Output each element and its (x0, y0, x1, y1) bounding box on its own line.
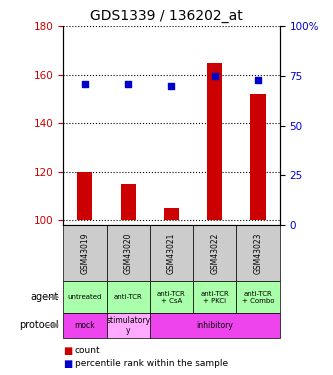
Bar (63, 225, 107, 281)
Bar (63, 313, 107, 338)
Text: agent: agent (31, 292, 59, 302)
Bar (193, 281, 236, 313)
Bar (236, 225, 280, 281)
Text: stimulatory
y: stimulatory y (106, 316, 150, 335)
Text: GSM43019: GSM43019 (80, 232, 90, 274)
Text: protocol: protocol (19, 320, 59, 330)
Text: count: count (75, 346, 101, 355)
Text: GSM43020: GSM43020 (124, 232, 133, 274)
Bar (107, 225, 150, 281)
Bar (250, 94, 266, 220)
Bar (150, 281, 193, 313)
Bar (63, 281, 107, 313)
Text: anti-TCR: anti-TCR (114, 294, 143, 300)
Bar (236, 281, 280, 313)
Bar (150, 225, 193, 281)
Point (212, 73, 217, 79)
Text: anti-TCR
+ PKCi: anti-TCR + PKCi (200, 291, 229, 304)
Bar (207, 63, 222, 220)
Text: percentile rank within the sample: percentile rank within the sample (75, 359, 228, 368)
Text: GDS1339 / 136202_at: GDS1339 / 136202_at (90, 9, 243, 23)
Text: ■: ■ (63, 346, 73, 355)
Text: ■: ■ (63, 359, 73, 369)
Point (126, 81, 131, 87)
Bar (121, 184, 136, 220)
Bar (107, 313, 150, 338)
Text: mock: mock (75, 321, 95, 330)
Bar (164, 208, 179, 220)
Text: GSM43021: GSM43021 (167, 232, 176, 274)
Point (169, 83, 174, 89)
Text: GSM43022: GSM43022 (210, 232, 219, 274)
Bar (193, 225, 236, 281)
Text: inhibitory: inhibitory (196, 321, 233, 330)
Bar (77, 172, 93, 220)
Bar (150, 313, 280, 338)
Point (82, 81, 88, 87)
Text: anti-TCR
+ Combo: anti-TCR + Combo (242, 291, 274, 304)
Text: anti-TCR
+ CsA: anti-TCR + CsA (157, 291, 186, 304)
Text: GSM43023: GSM43023 (253, 232, 263, 274)
Text: untreated: untreated (68, 294, 102, 300)
Bar (107, 281, 150, 313)
Point (255, 77, 261, 83)
